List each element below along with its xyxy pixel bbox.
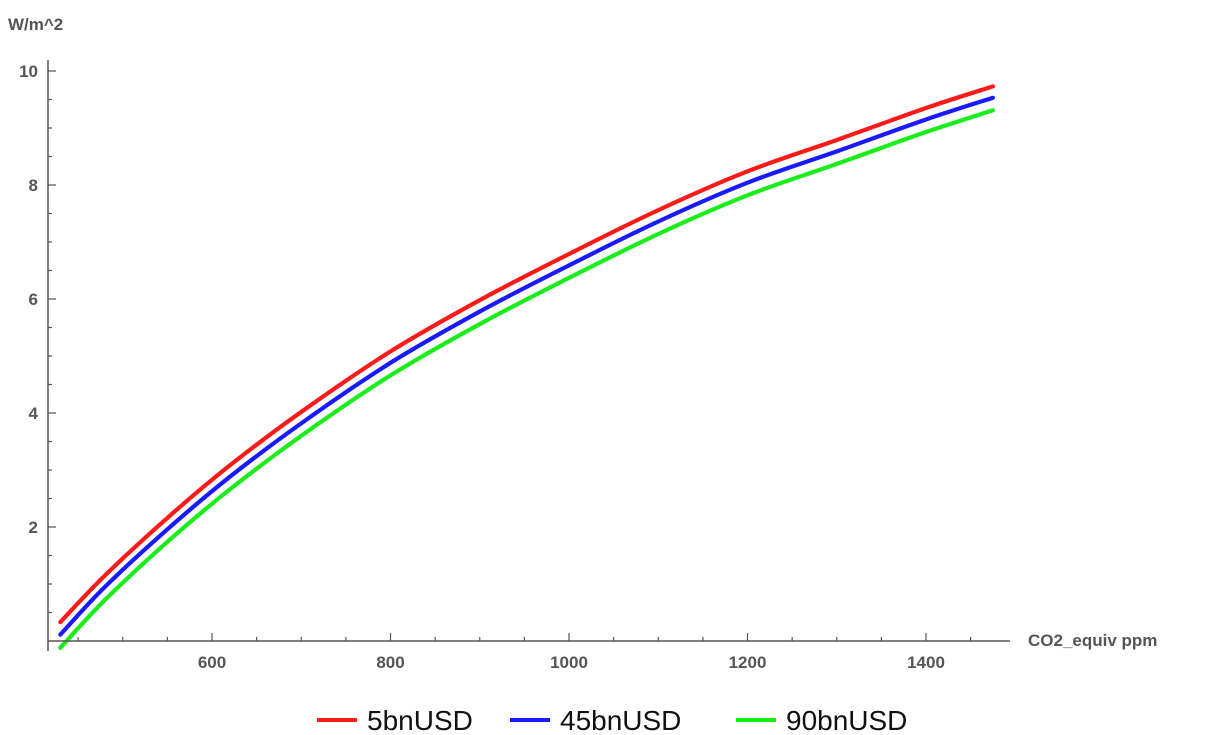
plot-area: 600 800 1000 1200 1400 2 4 6 8 10 bbox=[19, 60, 1010, 672]
legend-item: 45bnUSD bbox=[510, 705, 681, 735]
legend-label: 90bnUSD bbox=[786, 705, 907, 735]
y-tick-label: 6 bbox=[29, 290, 38, 309]
x-tick-label: 1400 bbox=[907, 653, 945, 672]
x-axis-title: CO2_equiv ppm bbox=[1028, 631, 1157, 650]
legend-label: 45bnUSD bbox=[560, 705, 681, 735]
y-tick-label: 4 bbox=[29, 404, 39, 423]
x-ticks: 600 800 1000 1200 1400 bbox=[77, 633, 972, 672]
series-line-90bnUSD bbox=[58, 108, 995, 650]
x-tick-label: 1200 bbox=[729, 653, 767, 672]
series-line-45bnUSD bbox=[58, 95, 995, 637]
x-tick-label: 1000 bbox=[550, 653, 588, 672]
series-group bbox=[58, 84, 995, 650]
legend-item: 5bnUSD bbox=[317, 705, 473, 735]
legend: 5bnUSD 45bnUSD 90bnUSD bbox=[317, 705, 907, 735]
x-tick-label: 600 bbox=[198, 653, 226, 672]
y-axis-title: W/m^2 bbox=[8, 15, 63, 34]
y-ticks: 2 4 6 8 10 bbox=[19, 62, 56, 614]
x-tick-label: 800 bbox=[376, 653, 404, 672]
legend-item: 90bnUSD bbox=[736, 705, 907, 735]
series-line-5bnUSD bbox=[58, 84, 995, 625]
legend-label: 5bnUSD bbox=[367, 705, 473, 735]
y-tick-label: 8 bbox=[29, 176, 38, 195]
y-tick-label: 2 bbox=[29, 518, 38, 537]
y-tick-label: 10 bbox=[19, 62, 38, 81]
